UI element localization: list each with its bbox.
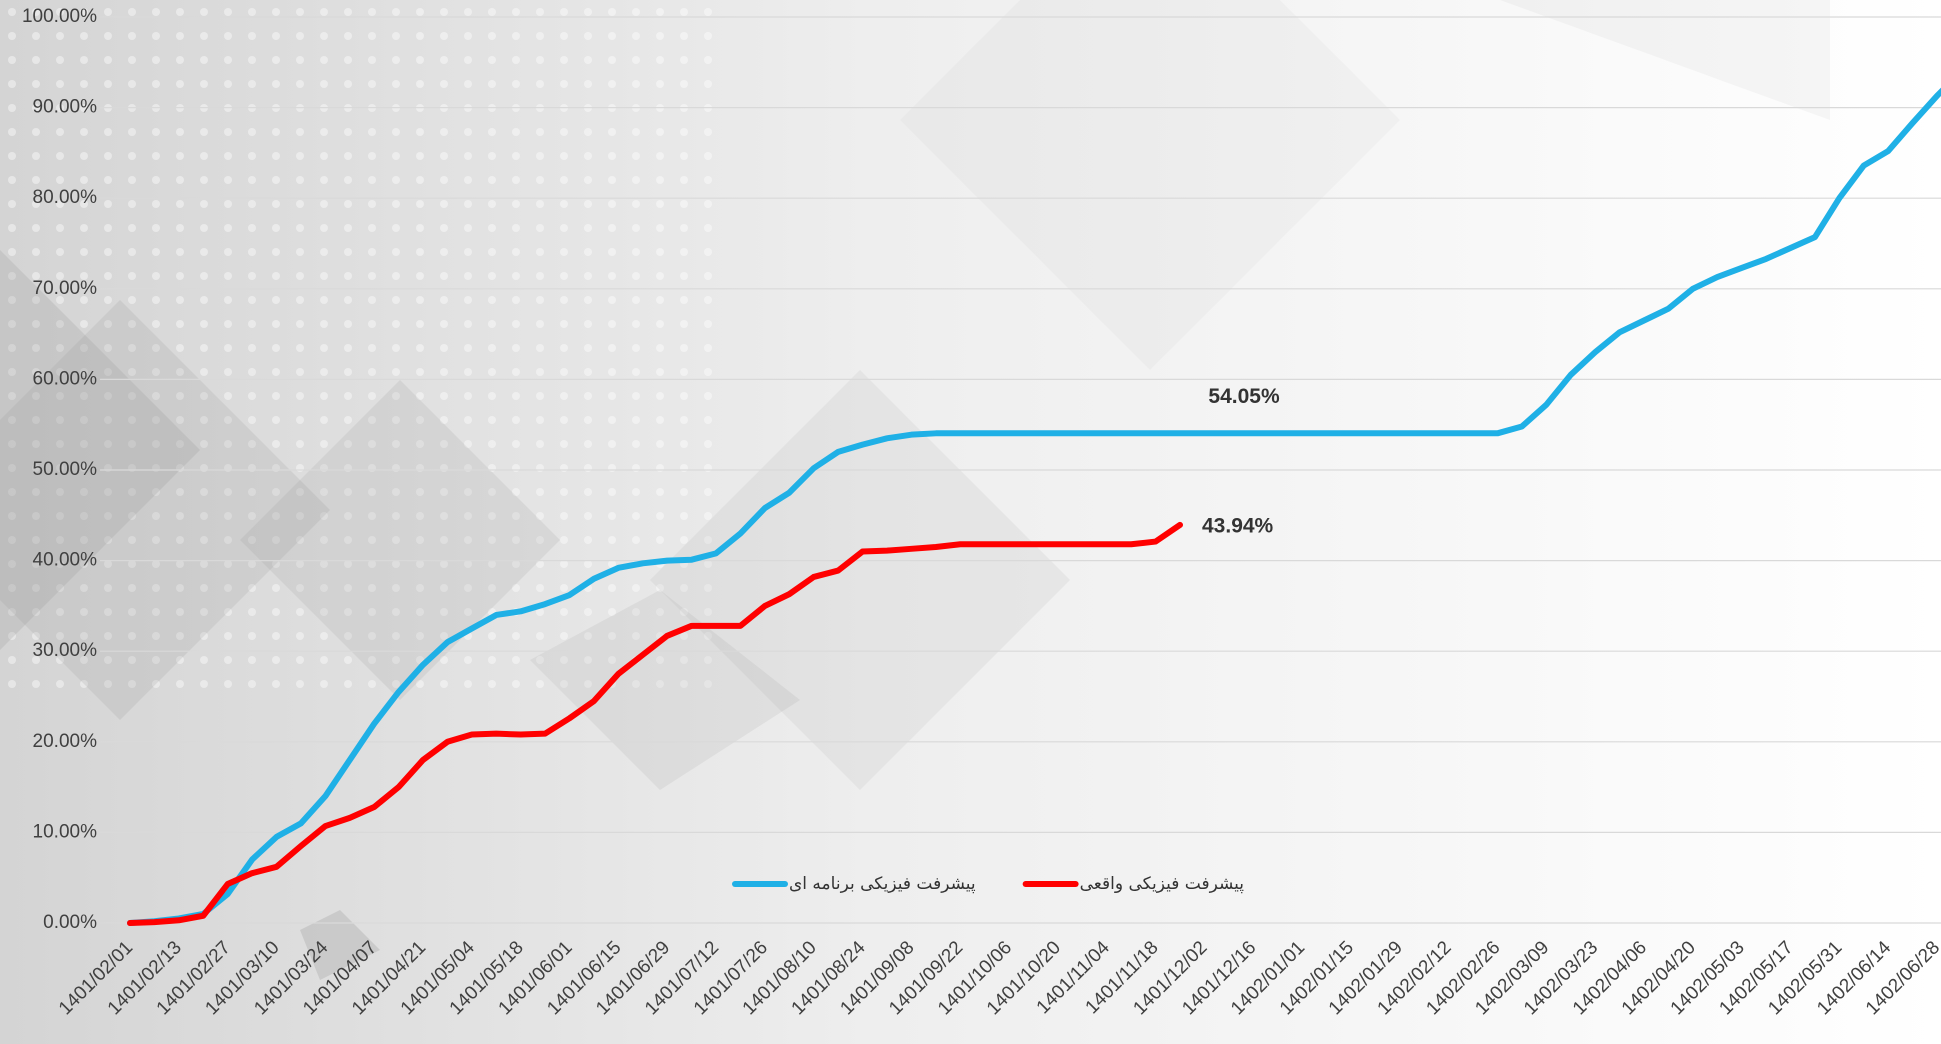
- y-tick-label: 0.00%: [43, 912, 97, 933]
- y-tick-label: 80.00%: [33, 187, 98, 208]
- y-tick-label: 30.00%: [33, 640, 98, 661]
- background-shapes: [0, 250, 1070, 980]
- y-tick-label: 70.00%: [33, 278, 98, 299]
- legend-label: پیشرفت فیزیکی برنامه ای: [789, 874, 976, 894]
- value-label: 43.94%: [1202, 514, 1274, 537]
- legend-label: پیشرفت فیزیکی واقعی: [1080, 874, 1245, 894]
- series-line: [127, 521, 1184, 926]
- background-dots: [0, 0, 720, 700]
- y-tick-label: 100.00%: [22, 6, 97, 27]
- y-tick-label: 60.00%: [33, 368, 98, 389]
- y-tick-label: 40.00%: [33, 550, 98, 571]
- y-tick-label: 90.00%: [33, 97, 98, 118]
- y-tick-label: 20.00%: [33, 731, 98, 752]
- y-tick-label: 10.00%: [33, 821, 98, 842]
- y-tick-label: 50.00%: [33, 459, 98, 480]
- series-line: [127, 87, 1941, 926]
- value-label: 54.05%: [1208, 385, 1280, 408]
